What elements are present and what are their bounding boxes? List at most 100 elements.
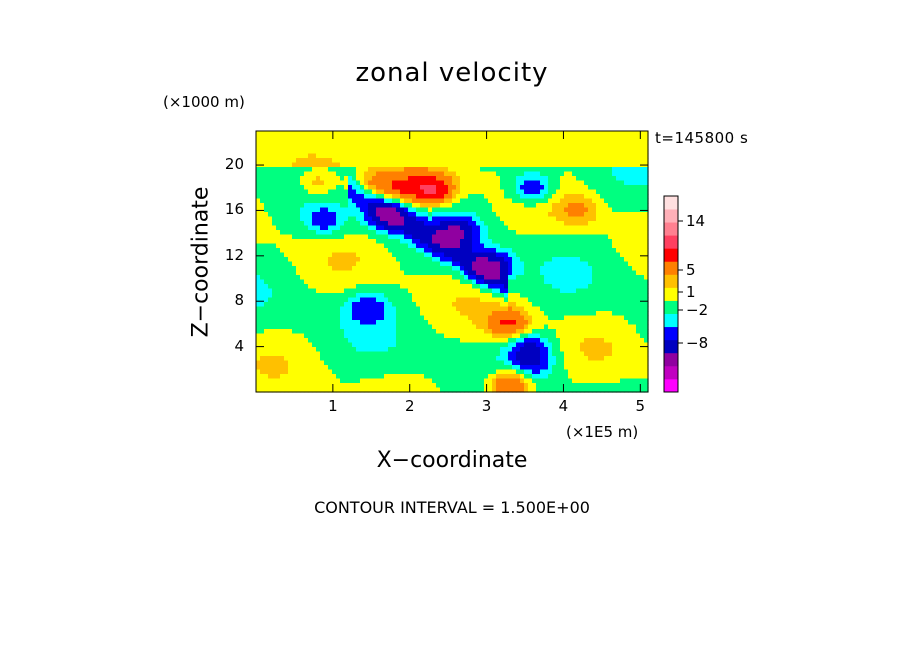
field-cell (408, 297, 413, 303)
field-cell (556, 207, 561, 213)
field-cell (360, 144, 365, 150)
field-cell (444, 180, 449, 186)
field-cell (388, 194, 393, 200)
field-cell (500, 207, 505, 213)
field-cell (532, 239, 537, 245)
time-label: t=145800 s (655, 129, 749, 147)
field-cell (436, 356, 441, 362)
field-cell (388, 338, 393, 344)
field-cell (544, 212, 549, 218)
field-cell (580, 279, 585, 285)
field-cell (380, 365, 385, 371)
field-cell (532, 351, 537, 357)
field-cell (480, 230, 485, 236)
field-cell (304, 356, 309, 362)
field-cell (296, 216, 301, 222)
field-cell (404, 212, 409, 218)
field-cell (424, 167, 429, 173)
field-cell (420, 324, 425, 330)
field-cell (540, 360, 545, 366)
field-cell (560, 360, 565, 366)
field-cell (572, 207, 577, 213)
field-cell (572, 140, 577, 146)
field-cell (516, 288, 521, 294)
field-cell (280, 203, 285, 209)
field-cell (588, 221, 593, 227)
field-cell (512, 234, 517, 240)
field-cell (584, 351, 589, 357)
field-cell (384, 360, 389, 366)
field-cell (580, 140, 585, 146)
field-cell (472, 360, 477, 366)
field-cell (412, 153, 417, 159)
field-cell (328, 324, 333, 330)
field-cell (408, 234, 413, 240)
field-cell (356, 342, 361, 348)
field-cell (268, 176, 273, 182)
field-cell (504, 248, 509, 254)
field-cell (464, 378, 469, 384)
field-cell (372, 140, 377, 146)
field-cell (392, 378, 397, 384)
field-cell (260, 153, 265, 159)
field-cell (544, 374, 549, 380)
field-cell (260, 356, 265, 362)
field-cell (500, 365, 505, 371)
field-cell (264, 135, 269, 141)
field-cell (584, 275, 589, 281)
field-cell (596, 360, 601, 366)
field-cell (580, 360, 585, 366)
field-cell (468, 180, 473, 186)
field-cell (408, 306, 413, 312)
field-cell (552, 131, 557, 137)
field-cell (292, 221, 297, 227)
field-cell (544, 297, 549, 303)
field-cell (520, 279, 525, 285)
field-cell (428, 324, 433, 330)
field-cell (272, 288, 277, 294)
field-cell (344, 266, 349, 272)
field-cell (524, 140, 529, 146)
field-cell (296, 387, 301, 393)
field-cell (432, 198, 437, 204)
field-cell (492, 234, 497, 240)
field-cell (308, 171, 313, 177)
field-cell (284, 185, 289, 191)
field-cell (276, 288, 281, 294)
field-cell (508, 383, 513, 389)
field-cell (280, 338, 285, 344)
field-cell (368, 342, 373, 348)
field-cell (324, 383, 329, 389)
field-cell (564, 333, 569, 339)
field-cell (360, 230, 365, 236)
field-cell (348, 153, 353, 159)
field-cell (520, 351, 525, 357)
field-cell (500, 311, 505, 317)
field-cell (576, 347, 581, 353)
field-cell (480, 275, 485, 281)
field-cell (572, 329, 577, 335)
field-cell (296, 162, 301, 168)
field-cell (280, 230, 285, 236)
field-cell (524, 153, 529, 159)
field-cell (424, 185, 429, 191)
field-cell (528, 293, 533, 299)
field-cell (584, 198, 589, 204)
field-cell (300, 261, 305, 267)
field-cell (488, 194, 493, 200)
field-cell (572, 261, 577, 267)
field-cell (260, 167, 265, 173)
field-cell (540, 239, 545, 245)
field-cell (288, 374, 293, 380)
field-cell (256, 171, 261, 177)
field-cell (292, 198, 297, 204)
field-cell (516, 252, 521, 258)
field-cell (372, 252, 377, 258)
field-cell (488, 288, 493, 294)
field-cell (328, 297, 333, 303)
field-cell (308, 221, 313, 227)
field-cell (432, 266, 437, 272)
field-cell (444, 234, 449, 240)
field-cell (400, 158, 405, 164)
field-cell (412, 275, 417, 281)
